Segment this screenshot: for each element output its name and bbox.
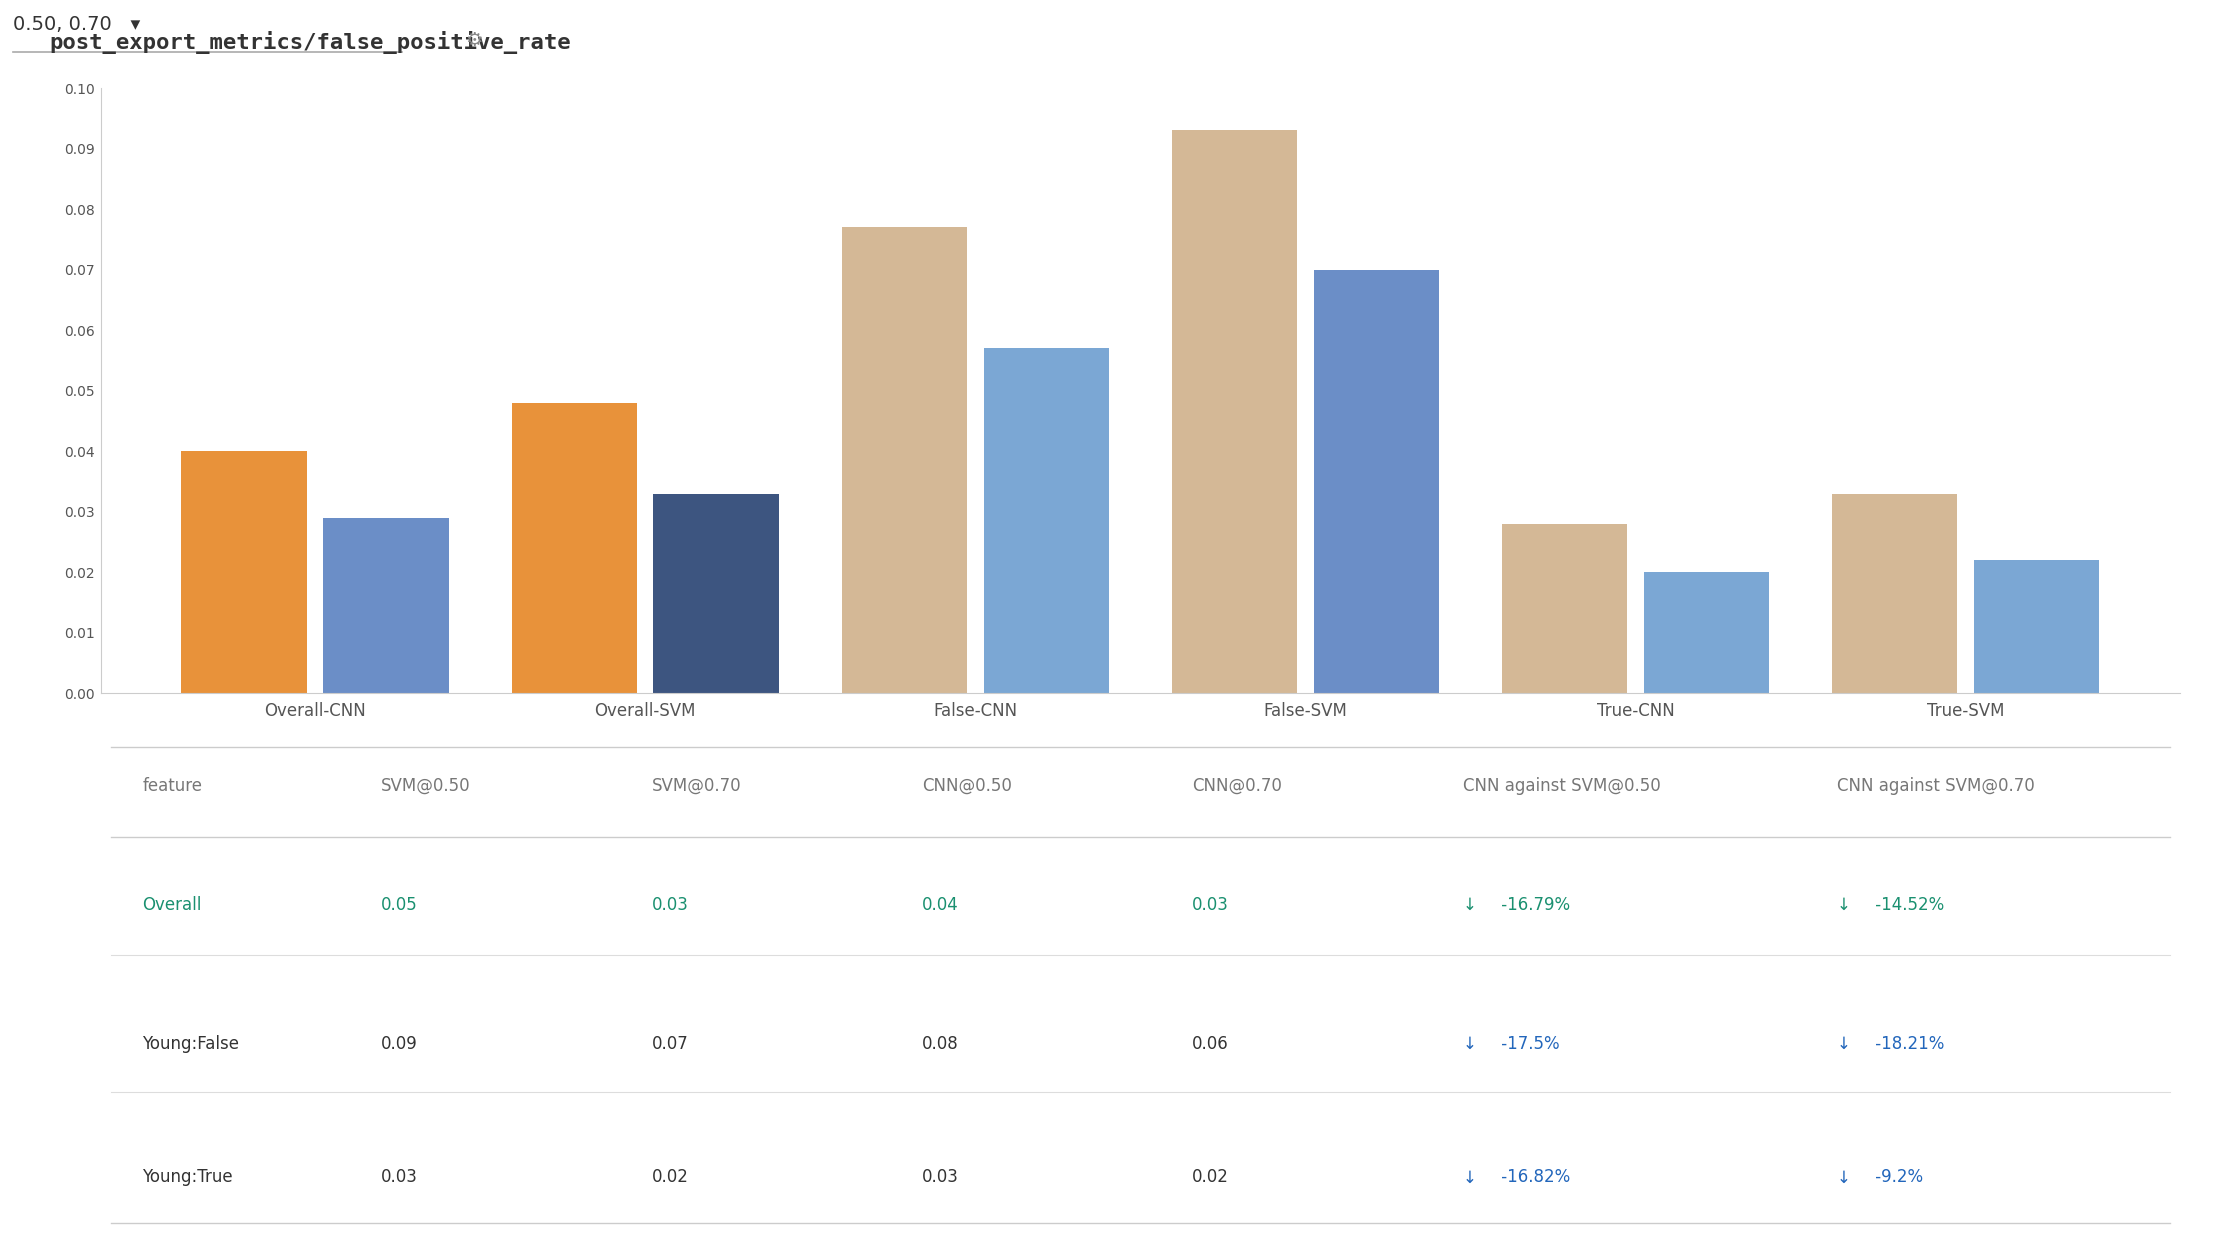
Bar [1974,560,2100,693]
Text: Overall: Overall [143,896,201,915]
Text: ⚙: ⚙ [465,31,483,50]
Text: 0.03: 0.03 [921,1169,959,1186]
Bar [324,518,449,693]
Text: ↓: ↓ [1462,896,1476,915]
Text: 0.05: 0.05 [382,896,418,915]
Text: 0.07: 0.07 [651,1034,689,1053]
Text: CNN@0.50: CNN@0.50 [921,777,1013,795]
Text: SVM@0.70: SVM@0.70 [651,777,742,795]
Bar [1643,572,1769,693]
Text: 0.09: 0.09 [382,1034,418,1053]
Text: 0.03: 0.03 [651,896,689,915]
Text: 0.02: 0.02 [1192,1169,1230,1186]
Text: -14.52%: -14.52% [1869,896,1945,915]
Text: 0.50, 0.70   ▾: 0.50, 0.70 ▾ [13,15,141,34]
Bar [1313,269,1440,693]
Text: 0.04: 0.04 [921,896,959,915]
Text: -16.79%: -16.79% [1496,896,1570,915]
Bar [984,348,1109,693]
Text: Young:False: Young:False [143,1034,239,1053]
Text: 0.02: 0.02 [651,1169,689,1186]
Text: CNN against SVM@0.50: CNN against SVM@0.50 [1462,777,1661,795]
Text: -18.21%: -18.21% [1869,1034,1945,1053]
Bar [1172,131,1297,693]
Text: post_export_metrics/false_positive_rate: post_export_metrics/false_positive_rate [49,31,570,54]
Text: 0.08: 0.08 [921,1034,959,1053]
Text: SVM@0.50: SVM@0.50 [382,777,472,795]
Text: 0.03: 0.03 [382,1169,418,1186]
Text: ↓: ↓ [1462,1169,1476,1186]
Text: ↓: ↓ [1838,1169,1851,1186]
Bar [841,228,966,693]
Text: ↓: ↓ [1838,1034,1851,1053]
Bar [512,403,637,693]
Text: Young:True: Young:True [143,1169,233,1186]
Bar [1831,493,1956,693]
Text: -17.5%: -17.5% [1496,1034,1558,1053]
Bar [181,452,306,693]
Text: feature: feature [143,777,201,795]
Text: 0.06: 0.06 [1192,1034,1230,1053]
Text: 0.03: 0.03 [1192,896,1230,915]
Text: -9.2%: -9.2% [1869,1169,1923,1186]
Text: CNN@0.70: CNN@0.70 [1192,777,1281,795]
Bar [653,493,778,693]
Text: CNN against SVM@0.70: CNN against SVM@0.70 [1838,777,2035,795]
Text: ↓: ↓ [1838,896,1851,915]
Text: -16.82%: -16.82% [1496,1169,1570,1186]
Bar [1503,523,1628,693]
Text: ↓: ↓ [1462,1034,1476,1053]
